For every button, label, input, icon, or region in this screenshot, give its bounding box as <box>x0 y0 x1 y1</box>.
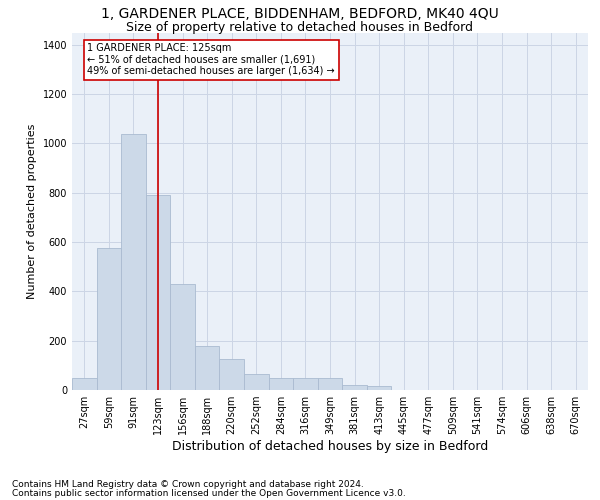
Text: 1 GARDENER PLACE: 125sqm
← 51% of detached houses are smaller (1,691)
49% of sem: 1 GARDENER PLACE: 125sqm ← 51% of detach… <box>88 43 335 76</box>
X-axis label: Distribution of detached houses by size in Bedford: Distribution of detached houses by size … <box>172 440 488 453</box>
Bar <box>367 386 391 390</box>
Bar <box>72 378 97 390</box>
Bar <box>97 248 121 390</box>
Bar <box>293 378 318 390</box>
Bar <box>342 384 367 390</box>
Bar <box>121 134 146 390</box>
Bar <box>220 359 244 390</box>
Bar <box>146 195 170 390</box>
Bar <box>269 378 293 390</box>
Text: Contains public sector information licensed under the Open Government Licence v3: Contains public sector information licen… <box>12 488 406 498</box>
Bar <box>170 284 195 390</box>
Text: 1, GARDENER PLACE, BIDDENHAM, BEDFORD, MK40 4QU: 1, GARDENER PLACE, BIDDENHAM, BEDFORD, M… <box>101 8 499 22</box>
Bar <box>318 378 342 390</box>
Bar <box>244 374 269 390</box>
Y-axis label: Number of detached properties: Number of detached properties <box>27 124 37 299</box>
Text: Contains HM Land Registry data © Crown copyright and database right 2024.: Contains HM Land Registry data © Crown c… <box>12 480 364 489</box>
Bar <box>195 346 220 390</box>
Text: Size of property relative to detached houses in Bedford: Size of property relative to detached ho… <box>127 21 473 34</box>
